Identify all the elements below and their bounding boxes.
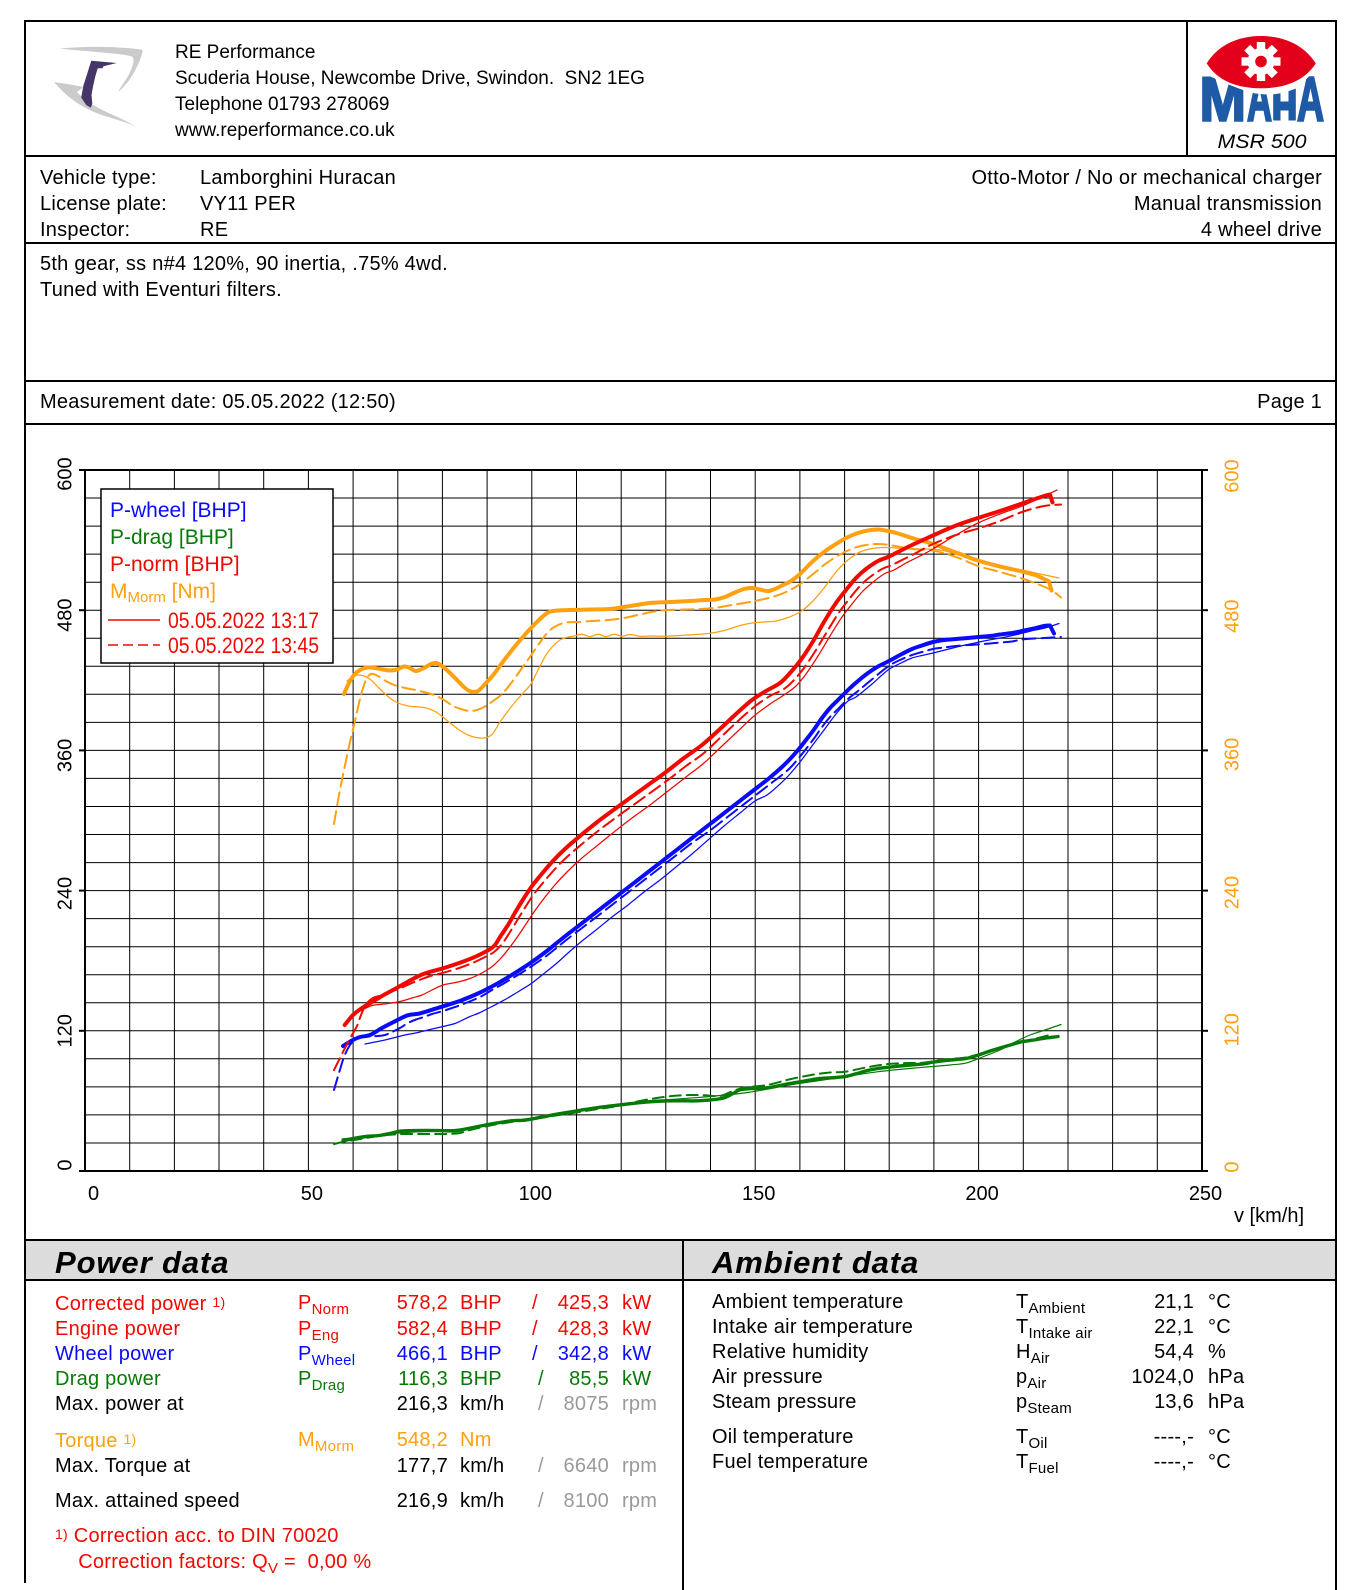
svg-text:480: 480 bbox=[54, 599, 76, 632]
svg-text:05.05.2022 13:45: 05.05.2022 13:45 bbox=[168, 633, 319, 658]
svg-text:120: 120 bbox=[54, 1014, 76, 1047]
svg-text:360: 360 bbox=[1221, 738, 1243, 771]
svg-text:240: 240 bbox=[54, 877, 76, 910]
svg-text:P-norm [BHP]: P-norm [BHP] bbox=[110, 553, 240, 576]
svg-text:05.05.2022 13:17: 05.05.2022 13:17 bbox=[168, 608, 319, 633]
svg-text:250: 250 bbox=[1189, 1183, 1222, 1205]
svg-text:360: 360 bbox=[54, 739, 76, 772]
svg-text:v [km/h]: v [km/h] bbox=[1234, 1205, 1304, 1227]
svg-text:240: 240 bbox=[1221, 876, 1243, 909]
svg-text:150: 150 bbox=[742, 1183, 775, 1205]
svg-text:600: 600 bbox=[54, 457, 76, 490]
svg-text:0: 0 bbox=[1221, 1161, 1243, 1172]
svg-text:50: 50 bbox=[301, 1183, 323, 1205]
svg-text:P-wheel [BHP]: P-wheel [BHP] bbox=[110, 499, 247, 522]
svg-text:100: 100 bbox=[519, 1183, 552, 1205]
svg-text:MSR 500: MSR 500 bbox=[1218, 132, 1307, 153]
svg-text:600: 600 bbox=[1221, 459, 1243, 492]
svg-text:0: 0 bbox=[54, 1159, 76, 1170]
svg-text:120: 120 bbox=[1221, 1013, 1243, 1046]
svg-text:0: 0 bbox=[88, 1183, 99, 1205]
svg-text:480: 480 bbox=[1221, 600, 1243, 633]
svg-text:P-drag [BHP]: P-drag [BHP] bbox=[110, 526, 234, 549]
svg-text:200: 200 bbox=[965, 1183, 998, 1205]
